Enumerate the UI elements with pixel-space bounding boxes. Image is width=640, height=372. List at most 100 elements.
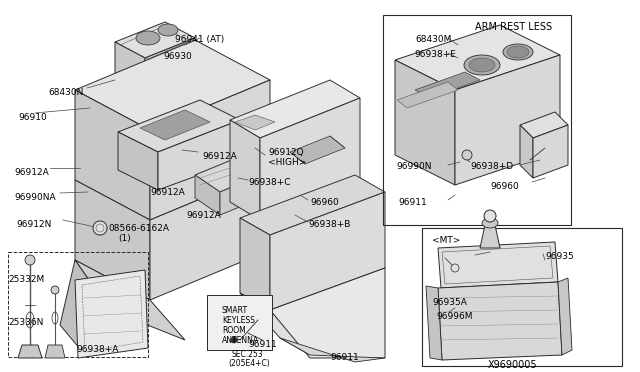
Text: <HIGH>: <HIGH> [268,158,307,167]
Ellipse shape [158,24,178,36]
Polygon shape [280,338,385,362]
Polygon shape [520,112,568,138]
Polygon shape [158,120,240,190]
Polygon shape [520,125,533,178]
Polygon shape [426,286,442,360]
Text: 96938+A: 96938+A [76,345,118,354]
Text: 68430M: 68430M [415,35,451,44]
Polygon shape [60,260,110,355]
Text: 25332M: 25332M [8,275,44,284]
Text: 96960: 96960 [490,182,519,191]
Polygon shape [75,260,185,340]
Polygon shape [480,225,500,248]
Text: ANTENNA: ANTENNA [222,336,259,345]
Text: 96930: 96930 [163,52,192,61]
Polygon shape [18,345,42,358]
Polygon shape [115,22,195,58]
Polygon shape [455,55,560,185]
Text: 96960: 96960 [310,198,339,207]
Bar [383,15,571,225]
Polygon shape [220,155,310,215]
Text: 96990NA: 96990NA [14,193,56,202]
Text: 96996M: 96996M [436,312,472,321]
Text: 08566-6162A: 08566-6162A [108,224,169,233]
Ellipse shape [93,221,107,235]
Text: 96912A: 96912A [150,188,185,197]
Text: 96938+D: 96938+D [470,162,513,171]
Polygon shape [118,132,158,190]
Polygon shape [150,170,270,300]
Text: 96938+B: 96938+B [308,220,350,229]
Polygon shape [533,125,568,178]
Ellipse shape [25,255,35,265]
Ellipse shape [231,337,237,343]
Ellipse shape [507,46,529,58]
Text: ROOM: ROOM [222,326,246,335]
Text: 96938+C: 96938+C [248,178,291,187]
Polygon shape [240,293,310,355]
Polygon shape [290,136,345,164]
Ellipse shape [503,44,533,60]
Ellipse shape [51,286,59,294]
Text: 96941 (AT): 96941 (AT) [175,35,224,44]
Bar [207,295,272,350]
Bar [422,228,622,366]
Polygon shape [438,282,562,360]
Text: 96912A: 96912A [186,211,221,220]
Text: 96912A: 96912A [202,152,237,161]
Ellipse shape [469,58,495,72]
Text: 96912Q: 96912Q [268,148,303,157]
Text: 96938+E: 96938+E [414,50,456,59]
Text: 96911: 96911 [248,340,276,349]
Text: 96912A: 96912A [14,168,49,177]
Polygon shape [235,115,275,130]
Polygon shape [260,98,360,220]
Text: 96912N: 96912N [16,220,51,229]
Polygon shape [145,38,195,92]
Text: SEC.253: SEC.253 [232,350,264,359]
Text: (1): (1) [118,234,131,243]
Polygon shape [115,42,145,92]
Polygon shape [270,192,385,310]
Text: 68430N: 68430N [48,88,83,97]
Ellipse shape [464,55,500,75]
Polygon shape [45,345,65,358]
Text: 96910: 96910 [18,113,47,122]
Text: ARM REST LESS: ARM REST LESS [475,22,552,32]
Polygon shape [395,60,455,185]
Text: KEYLESS: KEYLESS [222,316,255,325]
Polygon shape [415,72,480,98]
Polygon shape [397,82,458,108]
Text: 96990N: 96990N [396,162,431,171]
Polygon shape [75,270,148,358]
Polygon shape [75,40,270,130]
Text: (205E4+C): (205E4+C) [228,359,269,368]
Bar [8,252,148,357]
Polygon shape [270,268,385,358]
Text: 96911: 96911 [398,198,427,207]
Text: X9690005: X9690005 [488,360,538,370]
Polygon shape [395,25,560,90]
Text: <MT>: <MT> [432,236,460,245]
Ellipse shape [484,210,496,222]
Polygon shape [240,175,385,235]
Polygon shape [75,90,150,220]
Ellipse shape [136,31,160,45]
Polygon shape [140,110,210,140]
Ellipse shape [462,150,472,160]
Polygon shape [558,278,572,355]
Polygon shape [230,120,260,220]
Text: 96935: 96935 [545,252,573,261]
Polygon shape [240,218,270,310]
Ellipse shape [482,218,498,228]
Text: 96911: 96911 [330,353,359,362]
Polygon shape [230,80,360,138]
Text: 25336N: 25336N [8,318,44,327]
Polygon shape [195,175,220,215]
Text: 96935A: 96935A [432,298,467,307]
Polygon shape [118,100,240,152]
Polygon shape [438,242,558,288]
Polygon shape [75,180,150,300]
Text: SMART: SMART [222,306,248,315]
Polygon shape [195,138,310,192]
